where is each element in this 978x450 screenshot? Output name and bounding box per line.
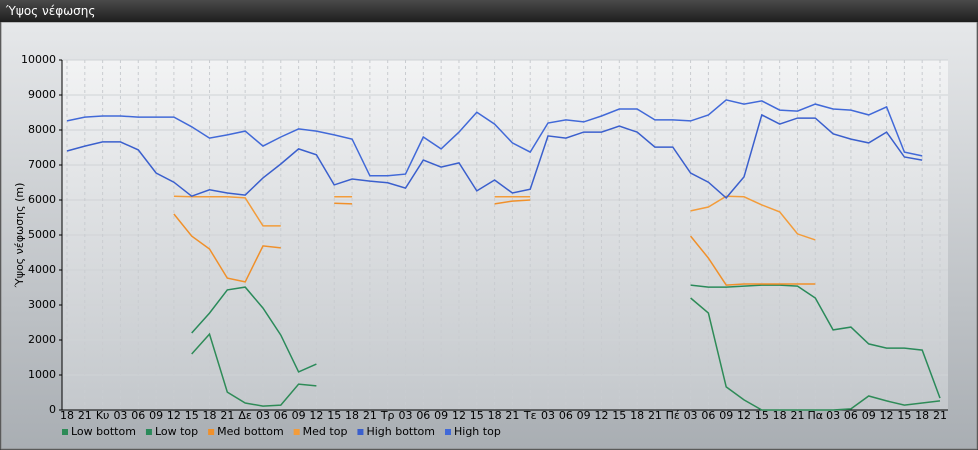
- x-tick-label: 18: [773, 409, 787, 422]
- x-tick-label: 15: [897, 409, 911, 422]
- x-tick-label: 09: [719, 409, 733, 422]
- y-tick-label: 9000: [28, 88, 56, 101]
- series-line: [66, 99, 923, 177]
- x-tick-label: 18: [203, 409, 217, 422]
- y-tick-label: 0: [49, 403, 56, 416]
- legend-label: Low bottom: [71, 425, 136, 438]
- y-tick-label: 5000: [28, 228, 56, 241]
- x-tick-label: 03: [113, 409, 127, 422]
- x-tick-label: 21: [220, 409, 234, 422]
- x-tick-label: 09: [292, 409, 306, 422]
- legend-label: Low top: [155, 425, 198, 438]
- y-tick-label: 7000: [28, 158, 56, 171]
- x-tick-label: 21: [790, 409, 804, 422]
- x-tick-label: 12: [167, 409, 181, 422]
- legend-marker: [208, 429, 215, 435]
- x-tick-label: 09: [434, 409, 448, 422]
- x-tick-label: 12: [880, 409, 894, 422]
- x-tick-label: 03: [684, 409, 698, 422]
- x-tick-label: 03: [826, 409, 840, 422]
- y-tick-label: 4000: [28, 263, 56, 276]
- series-line: [66, 113, 923, 199]
- title-bar: Ύψος νέφωσης: [0, 0, 978, 22]
- y-axis-label: Ύψος νέφωσης (m): [13, 183, 26, 289]
- legend-marker: [445, 429, 451, 435]
- x-tick-label: 15: [612, 409, 626, 422]
- x-tick-label: 21: [78, 409, 92, 422]
- x-tick-label: 15: [327, 409, 341, 422]
- x-tick-label: Πέ: [666, 409, 680, 422]
- legend-marker: [357, 429, 364, 435]
- x-tick-label: 21: [933, 409, 947, 422]
- series-line: [191, 284, 941, 399]
- x-tick-label: 15: [470, 409, 484, 422]
- x-tick-label: 06: [559, 409, 573, 422]
- x-tick-label: Τε: [523, 409, 537, 422]
- legend-label: Med top: [303, 425, 348, 438]
- x-tick-label: 21: [363, 409, 377, 422]
- legend-marker: [145, 429, 152, 435]
- x-tick-label: 15: [185, 409, 199, 422]
- legend-label: High top: [454, 425, 501, 438]
- x-tick-label: Πα: [808, 409, 824, 422]
- x-tick-label: 03: [399, 409, 413, 422]
- x-tick-label: 06: [274, 409, 288, 422]
- series-line: [173, 199, 816, 286]
- y-tick-label: 1000: [28, 368, 56, 381]
- x-tick-label: 06: [701, 409, 715, 422]
- y-tick-label: 2000: [28, 333, 56, 346]
- x-tick-label: 09: [862, 409, 876, 422]
- x-tick-label: 06: [131, 409, 145, 422]
- x-tick-label: 12: [309, 409, 323, 422]
- series-line: [173, 195, 816, 241]
- x-tick-label: 15: [755, 409, 769, 422]
- legend-label: High bottom: [366, 425, 435, 438]
- x-tick-label: 12: [452, 409, 466, 422]
- x-tick-label: 18: [488, 409, 502, 422]
- y-tick-label: 8000: [28, 123, 56, 136]
- legend-marker: [62, 429, 68, 435]
- x-tick-label: Δε: [238, 409, 252, 422]
- y-tick-label: 6000: [28, 193, 56, 206]
- x-tick-label: 18: [630, 409, 644, 422]
- x-tick-label: 21: [648, 409, 662, 422]
- x-tick-label: 06: [844, 409, 858, 422]
- legend-label: Med bottom: [217, 425, 284, 438]
- chart: Ύψος νέφωσης (m) 0 1000 2000 3000 4000 5000 60…: [0, 22, 978, 450]
- legend-marker: [293, 429, 300, 435]
- x-tick-label: 18: [60, 409, 74, 422]
- x-tick-label: 06: [416, 409, 430, 422]
- x-tick-label: Κυ: [96, 409, 110, 422]
- x-tick-label: 03: [256, 409, 270, 422]
- x-tick-label: 12: [594, 409, 608, 422]
- x-tick-label: 09: [149, 409, 163, 422]
- x-tick-label: 21: [505, 409, 519, 422]
- x-tick-label: Τρ: [380, 409, 395, 422]
- y-tick-label: 3000: [28, 298, 56, 311]
- y-tick-label: 10000: [21, 53, 56, 66]
- x-tick-label: 03: [541, 409, 555, 422]
- x-tick-label: 18: [345, 409, 359, 422]
- x-tick-label: 12: [737, 409, 751, 422]
- x-tick-label: 09: [577, 409, 591, 422]
- x-tick-label: 18: [915, 409, 929, 422]
- series-line: [191, 297, 941, 411]
